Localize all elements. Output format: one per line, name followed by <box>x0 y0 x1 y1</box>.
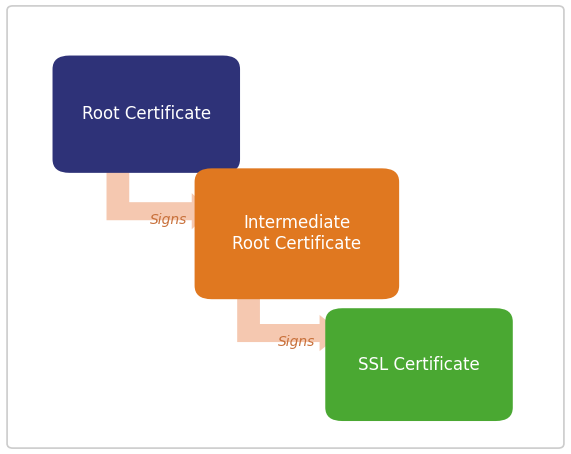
FancyBboxPatch shape <box>195 168 399 299</box>
Text: SSL Certificate: SSL Certificate <box>358 355 480 374</box>
FancyBboxPatch shape <box>53 55 240 173</box>
Polygon shape <box>237 286 343 351</box>
FancyBboxPatch shape <box>325 308 513 421</box>
Text: Intermediate
Root Certificate: Intermediate Root Certificate <box>232 214 361 253</box>
Text: Signs: Signs <box>150 213 188 227</box>
Polygon shape <box>107 159 212 229</box>
Text: Root Certificate: Root Certificate <box>82 105 211 123</box>
Text: Signs: Signs <box>278 335 316 349</box>
